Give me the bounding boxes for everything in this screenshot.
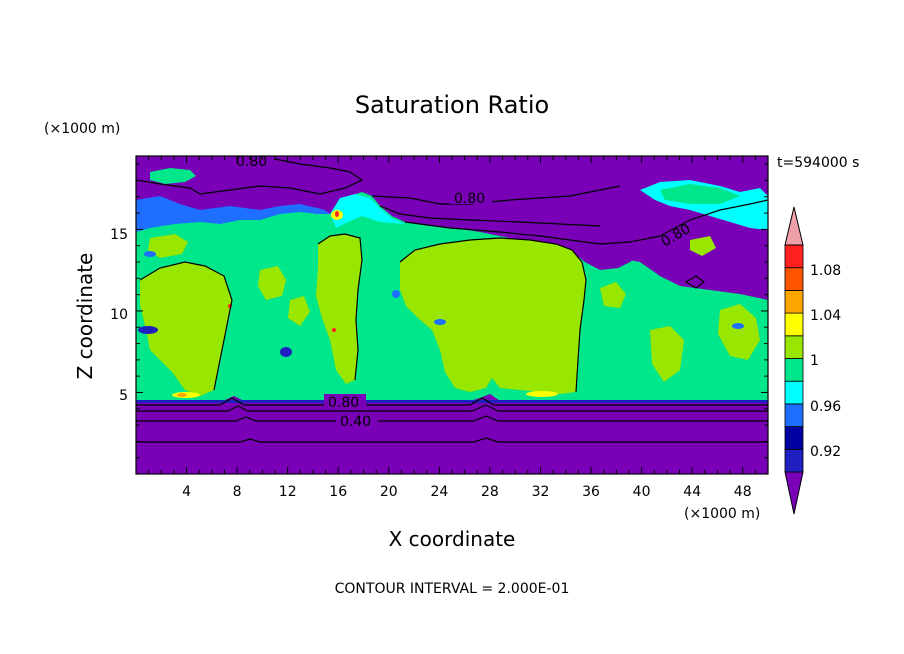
blue-blob-6: [144, 251, 156, 257]
y-tick-marks: [136, 163, 768, 459]
cell-right-2: [718, 304, 760, 360]
colorbar-cell: [784, 206, 804, 246]
x-tick-labels: 4 8 12 16 20 24 28 32 36 40 44 48: [182, 484, 751, 500]
x-tick-label: 32: [532, 484, 550, 500]
colorbar-cell: [784, 358, 804, 382]
yellow-patch-right: [526, 391, 558, 397]
heatmap-field: 0.80 0.80 0.80 0.80 0.40: [136, 154, 768, 474]
cell-large-center: [400, 238, 586, 394]
x-tick-label: 16: [329, 484, 347, 500]
x-tick-label: 4: [182, 484, 191, 500]
contour-label: 0.40: [340, 414, 371, 430]
x-tick-label: 40: [633, 484, 651, 500]
upper-blue-patches: [136, 196, 330, 232]
colorbar-cell: [784, 403, 804, 427]
contour-label: 0.80: [236, 154, 267, 170]
contour-mid-2: [317, 233, 363, 381]
y-tick-label: 10: [110, 307, 128, 323]
colorbar: 1.08 1.04 1 0.96 0.92: [784, 206, 841, 515]
cell-center-left: [316, 234, 362, 384]
cell-right-3: [600, 282, 626, 308]
cell-right-1: [650, 326, 684, 382]
contour-label: 0.80: [328, 395, 359, 411]
colorbar-cell: [784, 471, 804, 515]
colorbar-tick-label: 1: [810, 353, 819, 369]
y-axis-title: Z coordinate: [73, 253, 97, 380]
contour-mid-1: [399, 237, 587, 393]
contour-upper-080-b: [371, 185, 621, 205]
cell-left: [140, 262, 232, 396]
x-tick-label: 8: [233, 484, 242, 500]
y-tick-label: 5: [119, 388, 128, 404]
cell-upper-left: [148, 234, 188, 258]
blue-blob-3: [434, 319, 446, 325]
contour-mid-3: [139, 261, 233, 391]
right-upper-purple: [600, 236, 768, 300]
y-unit-label: (×1000 m): [44, 121, 120, 137]
colorbar-cell: [784, 448, 804, 473]
cell-right-4: [690, 236, 716, 256]
orange-patch-left: [177, 393, 187, 397]
blue-blob-2: [280, 347, 292, 357]
x-tick-marks: [148, 156, 756, 474]
x-tick-label: 44: [683, 484, 701, 500]
x-tick-label: 36: [582, 484, 600, 500]
x-axis-title: X coordinate: [389, 527, 516, 551]
contour-upper-080-a: [136, 156, 364, 195]
y-tick-label: 15: [110, 227, 128, 243]
colorbar-cells: [784, 206, 804, 515]
contour-lines: [136, 156, 768, 443]
upper-dry-region: [136, 156, 768, 300]
contour-upper-080-d: [379, 205, 601, 227]
colorbar-cell: [784, 335, 804, 359]
colorbar-cell: [784, 267, 804, 291]
colorbar-cell: [784, 380, 804, 405]
upper-cyan-patch: [330, 194, 405, 228]
contour-labels: 0.80 0.80 0.80 0.80 0.40: [232, 154, 694, 430]
chart-title: Saturation Ratio: [355, 91, 549, 119]
contour-label: 0.80: [454, 191, 485, 207]
top-right-green-patch: [660, 184, 740, 204]
colorbar-tick-label: 0.92: [810, 444, 841, 460]
cell-small-2: [288, 296, 310, 326]
x-tick-label: 12: [279, 484, 297, 500]
colorbar-tick-label: 1.04: [810, 308, 841, 324]
x-tick-label: 28: [481, 484, 499, 500]
colorbar-cell: [784, 312, 804, 337]
lower-dark-line: [136, 400, 768, 403]
contour-interval-footer: CONTOUR INTERVAL = 2.000E-01: [335, 581, 570, 597]
contour-lower-080: [136, 397, 768, 406]
blue-blob-4: [392, 290, 400, 298]
cell-small-1: [258, 266, 286, 300]
red-dot-mid: [332, 328, 336, 332]
x-tick-label: 20: [380, 484, 398, 500]
colorbar-cell: [784, 244, 804, 269]
red-patch-upper: [335, 211, 339, 217]
x-unit-label: (×1000 m): [684, 506, 760, 522]
top-green-patch: [150, 168, 196, 184]
colorbar-tick-labels: 1.08 1.04 1 0.96 0.92: [810, 263, 841, 460]
colorbar-cell: [784, 289, 804, 314]
blue-blob-5: [732, 323, 744, 329]
colorbar-tick-label: 0.96: [810, 399, 841, 415]
lower-dry-region: [136, 394, 768, 474]
x-tick-label: 48: [734, 484, 752, 500]
y-tick-labels: 5 10 15: [110, 227, 128, 404]
contour-lower-060: [136, 404, 768, 412]
contour-upper-080-c: [404, 199, 768, 245]
colorbar-cell: [784, 426, 804, 450]
x-tick-label: 24: [430, 484, 448, 500]
colorbar-tick-label: 1.08: [810, 263, 841, 279]
contour-lower-020: [136, 437, 768, 443]
time-label: t=594000 s: [777, 155, 859, 171]
contour-right-loop: [684, 275, 705, 289]
blue-blob-1: [138, 326, 158, 334]
